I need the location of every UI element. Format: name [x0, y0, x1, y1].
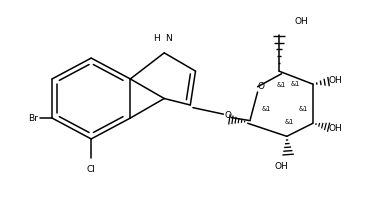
- Text: OH: OH: [294, 17, 308, 26]
- Text: OH: OH: [275, 162, 288, 171]
- Text: O: O: [257, 82, 264, 91]
- Text: Br: Br: [28, 113, 38, 123]
- Text: OH: OH: [328, 76, 342, 85]
- Text: &1: &1: [291, 81, 300, 87]
- Text: Cl: Cl: [87, 165, 96, 174]
- Text: &1: &1: [262, 106, 271, 112]
- Text: &1: &1: [276, 83, 286, 88]
- Text: H: H: [153, 34, 160, 43]
- Text: &1: &1: [284, 119, 293, 125]
- Text: N: N: [166, 34, 172, 43]
- Text: OH: OH: [328, 124, 342, 133]
- Text: O: O: [225, 111, 232, 120]
- Text: &1: &1: [299, 106, 308, 112]
